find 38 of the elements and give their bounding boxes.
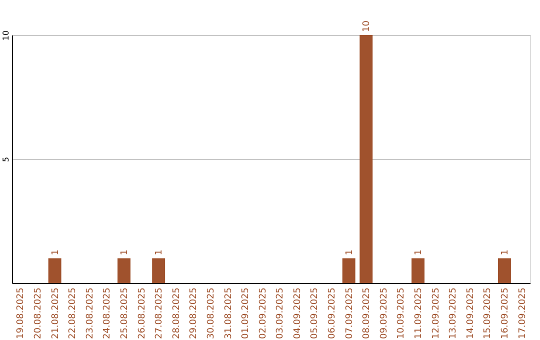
x-tick-label: 29.08.2025 xyxy=(189,288,200,340)
x-tick-label: 10.09.2025 xyxy=(396,288,407,340)
x-tick-label: 15.09.2025 xyxy=(483,288,494,340)
x-tick-label: 13.09.2025 xyxy=(448,288,459,340)
x-tick-label: 06.09.2025 xyxy=(328,288,338,340)
x-tick-label: 30.08.2025 xyxy=(206,288,216,340)
x-tick-label: 25.08.2025 xyxy=(120,288,130,340)
data-label: 1 xyxy=(120,249,130,256)
data-label: 1 xyxy=(500,249,510,256)
x-tick-label: 17.09.2025 xyxy=(518,288,528,340)
x-tick-label: 09.09.2025 xyxy=(379,288,390,340)
x-tick-label: 22.08.2025 xyxy=(68,288,78,340)
x-tick-label: 02.09.2025 xyxy=(258,288,268,340)
x-tick-label: 08.09.2025 xyxy=(362,288,372,340)
x-tick-label: 20.08.2025 xyxy=(34,288,44,340)
x-tick-label: 31.08.2025 xyxy=(224,288,234,340)
x-tick-label: 11.09.2025 xyxy=(414,288,424,340)
data-label: 1 xyxy=(50,249,61,256)
x-tick-label: 16.09.2025 xyxy=(500,288,510,340)
x-tick-label: 19.08.2025 xyxy=(16,288,26,340)
x-tick-label: 23.08.2025 xyxy=(85,288,96,340)
x-tick-label: 04.09.2025 xyxy=(292,288,303,340)
x-tick-label: 01.09.2025 xyxy=(241,288,252,340)
x-tick-label: 03.09.2025 xyxy=(276,288,286,340)
x-tick-label: 12.09.2025 xyxy=(431,288,442,340)
x-tick-label: 05.09.2025 xyxy=(310,288,320,340)
x-tick-label: 07.09.2025 xyxy=(344,288,355,340)
x-tick-label: 14.09.2025 xyxy=(466,288,476,340)
data-label: 1 xyxy=(414,249,424,256)
x-tick-label: 24.08.2025 xyxy=(102,288,113,340)
x-tick-label: 26.08.2025 xyxy=(137,288,148,340)
x-tick-label: 27.08.2025 xyxy=(154,288,165,340)
x-tick-label: 21.08.2025 xyxy=(50,288,61,340)
data-label: 1 xyxy=(344,249,355,256)
x-tick-label: 28.08.2025 xyxy=(172,288,182,340)
data-label: 1 xyxy=(154,249,165,256)
y-tick-label: 5 xyxy=(2,156,10,162)
data-label: 10 xyxy=(362,20,372,32)
